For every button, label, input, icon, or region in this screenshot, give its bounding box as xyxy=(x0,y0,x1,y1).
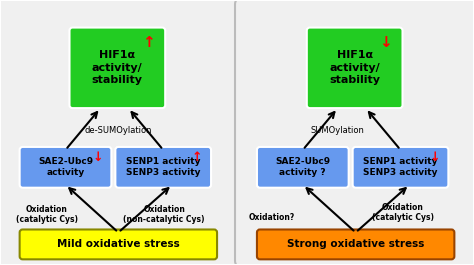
Text: HIF1α
activity/
stability: HIF1α activity/ stability xyxy=(92,50,143,85)
Text: Oxidation
(catalytic Cys): Oxidation (catalytic Cys) xyxy=(372,203,434,222)
Text: SUMOylation: SUMOylation xyxy=(311,126,365,135)
FancyBboxPatch shape xyxy=(353,147,448,188)
Text: SAE2-Ubc9
activity: SAE2-Ubc9 activity xyxy=(38,157,93,177)
Text: de-SUMOylation: de-SUMOylation xyxy=(84,126,152,135)
FancyBboxPatch shape xyxy=(235,0,474,265)
Text: Oxidation?: Oxidation? xyxy=(249,213,295,222)
FancyBboxPatch shape xyxy=(257,147,349,188)
Text: Oxidation
(non-catalytic Cys): Oxidation (non-catalytic Cys) xyxy=(123,205,205,224)
FancyBboxPatch shape xyxy=(19,229,217,259)
FancyBboxPatch shape xyxy=(257,229,455,259)
Text: ↓: ↓ xyxy=(429,151,440,164)
Text: SENP1 activity
SENP3 activity: SENP1 activity SENP3 activity xyxy=(126,157,201,177)
Text: Strong oxidative stress: Strong oxidative stress xyxy=(287,239,424,249)
Text: SENP1 activity
SENP3 activity: SENP1 activity SENP3 activity xyxy=(363,157,438,177)
Text: HIF1α
activity/
stability: HIF1α activity/ stability xyxy=(329,50,380,85)
FancyBboxPatch shape xyxy=(307,28,402,108)
Text: SAE2-Ubc9
activity ?: SAE2-Ubc9 activity ? xyxy=(275,157,330,177)
Text: ↓: ↓ xyxy=(379,35,392,50)
Text: Oxidation
(catalytic Cys): Oxidation (catalytic Cys) xyxy=(16,205,78,224)
FancyBboxPatch shape xyxy=(115,147,211,188)
FancyBboxPatch shape xyxy=(0,0,239,265)
Text: ↓: ↓ xyxy=(92,151,103,164)
Text: ↑: ↑ xyxy=(192,151,202,164)
Text: Mild oxidative stress: Mild oxidative stress xyxy=(57,239,180,249)
FancyBboxPatch shape xyxy=(70,28,165,108)
FancyBboxPatch shape xyxy=(19,147,111,188)
Text: ↑: ↑ xyxy=(142,35,155,50)
